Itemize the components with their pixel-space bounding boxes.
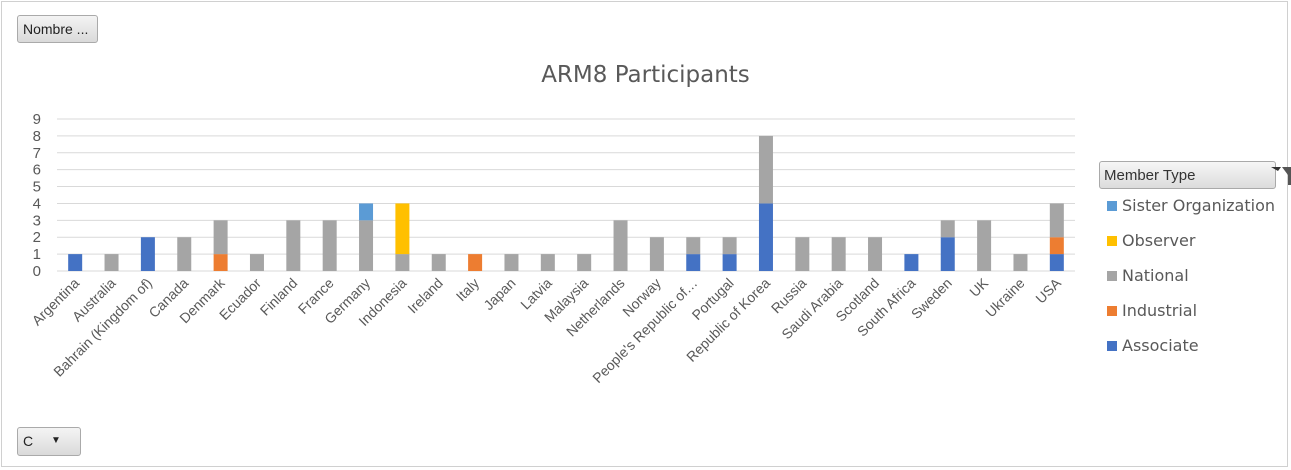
bar-segment-national bbox=[977, 220, 992, 271]
bar-segment-associate bbox=[686, 254, 701, 271]
x-category-label: Finland bbox=[257, 275, 301, 319]
bar-segment-national bbox=[940, 220, 955, 238]
legend-swatch bbox=[1107, 306, 1117, 316]
bar-segment-national bbox=[395, 254, 410, 271]
bar-segment-national bbox=[359, 220, 374, 271]
legend-swatch bbox=[1107, 341, 1117, 351]
bar-segment-national bbox=[577, 254, 592, 271]
bar-segment-national bbox=[540, 254, 555, 271]
y-tick-label: 1 bbox=[33, 246, 41, 263]
chevron-down-icon[interactable]: ▼ bbox=[51, 435, 61, 446]
bar-segment-associate bbox=[68, 254, 83, 271]
bar-segment-industrial bbox=[213, 254, 228, 271]
bar-segment-national bbox=[649, 237, 664, 271]
legend-label: National bbox=[1122, 266, 1189, 285]
y-tick-label: 4 bbox=[33, 195, 41, 212]
x-category-label: Ireland bbox=[404, 275, 446, 317]
bar-segment-associate bbox=[722, 254, 737, 271]
y-tick-label: 9 bbox=[33, 111, 41, 128]
legend-label: Sister Organization bbox=[1122, 196, 1276, 215]
legend-label: Industrial bbox=[1122, 301, 1198, 320]
bar-segment-national bbox=[322, 220, 337, 271]
legend-swatch bbox=[1107, 201, 1117, 211]
bar-segment-national bbox=[504, 254, 519, 271]
bar-segment-national bbox=[1013, 254, 1028, 271]
nombre-field-button[interactable]: Nombre ... bbox=[17, 15, 98, 43]
legend-label: Associate bbox=[1122, 336, 1199, 355]
y-tick-label: 2 bbox=[33, 229, 41, 246]
x-category-label: USA bbox=[1032, 274, 1064, 306]
bar-segment-associate bbox=[1049, 254, 1064, 271]
bar-segment-industrial bbox=[468, 254, 483, 271]
bar-segment-national bbox=[286, 220, 301, 271]
legend-swatch bbox=[1107, 236, 1117, 246]
y-tick-label: 8 bbox=[33, 128, 41, 145]
bar-segment-national bbox=[104, 254, 119, 271]
y-tick-label: 3 bbox=[33, 212, 41, 229]
x-category-label: UK bbox=[966, 274, 992, 300]
nombre-field-label: Nombre ... bbox=[23, 21, 89, 37]
chart-title: ARM8 Participants bbox=[541, 62, 750, 88]
x-category-label: Ukraine bbox=[982, 275, 1028, 321]
bar-segment-national bbox=[213, 220, 228, 255]
member-type-filter-button[interactable]: Member Type bbox=[1099, 161, 1291, 189]
y-tick-label: 7 bbox=[33, 145, 41, 162]
x-category-label: Japan bbox=[480, 275, 518, 313]
bar-segment-national bbox=[868, 237, 883, 271]
y-tick-label: 0 bbox=[33, 263, 41, 280]
bar-segment-associate bbox=[140, 237, 155, 271]
y-tick-label: 5 bbox=[33, 179, 41, 196]
bar-segment-national bbox=[795, 237, 810, 271]
x-category-label: Sweden bbox=[908, 275, 955, 322]
bar-segment-observer bbox=[395, 203, 410, 255]
y-tick-label: 6 bbox=[33, 162, 41, 179]
bar-segment-associate bbox=[758, 203, 773, 271]
bar-segment-national bbox=[722, 237, 737, 255]
x-category-label: Italy bbox=[453, 275, 482, 304]
bar-segment-national bbox=[613, 220, 628, 271]
legend-header-label: Member Type bbox=[1104, 167, 1196, 184]
bar-segment-industrial bbox=[1049, 237, 1064, 255]
bar-segment-associate bbox=[940, 237, 955, 271]
bar-segment-national bbox=[831, 237, 846, 271]
x-category-label: Argentina bbox=[29, 275, 83, 329]
legend-swatch bbox=[1107, 271, 1117, 281]
bar-segment-national bbox=[758, 135, 773, 204]
bar-segment-associate bbox=[904, 254, 919, 271]
bar-segment-national bbox=[177, 237, 192, 271]
bar-segment-sister-organization bbox=[359, 203, 374, 221]
bar-segment-national bbox=[1049, 203, 1064, 238]
bar-segment-national bbox=[431, 254, 446, 271]
column-field-label: C bbox=[23, 433, 34, 449]
bar-segment-national bbox=[686, 237, 701, 255]
column-field-button[interactable]: C ▼ bbox=[17, 427, 81, 456]
legend-label: Observer bbox=[1122, 231, 1196, 250]
bar-segment-national bbox=[249, 254, 264, 271]
